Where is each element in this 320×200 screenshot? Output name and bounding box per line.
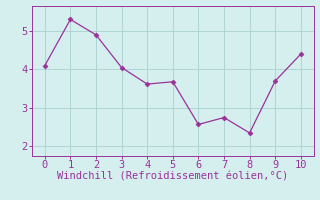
X-axis label: Windchill (Refroidissement éolien,°C): Windchill (Refroidissement éolien,°C) <box>57 172 288 182</box>
